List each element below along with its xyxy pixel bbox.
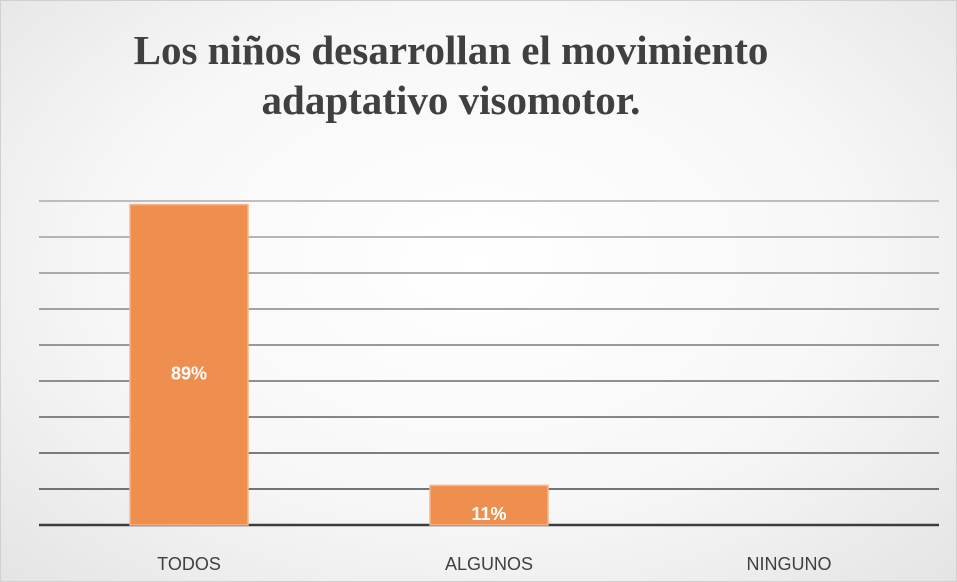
x-tick-label: TODOS xyxy=(157,554,221,574)
x-tick-label: NINGUNO xyxy=(747,554,832,574)
x-tick-label: ALGUNOS xyxy=(445,554,533,574)
chart-title: Los niños desarrollan el movimiento adap… xyxy=(133,27,769,123)
data-label: 11% xyxy=(471,504,506,524)
data-label: 89% xyxy=(171,364,207,384)
bar xyxy=(429,484,549,526)
bar xyxy=(129,203,249,526)
